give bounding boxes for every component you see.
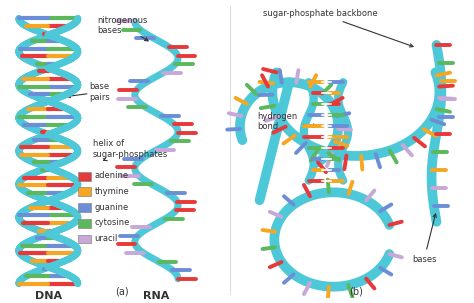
Text: adenine: adenine bbox=[94, 171, 128, 180]
Text: thymine: thymine bbox=[94, 187, 129, 196]
Text: cytosine: cytosine bbox=[94, 218, 130, 227]
Text: uracil: uracil bbox=[94, 234, 118, 243]
Text: helix of
sugar-phosphates: helix of sugar-phosphates bbox=[92, 139, 168, 161]
FancyBboxPatch shape bbox=[78, 235, 91, 243]
FancyBboxPatch shape bbox=[78, 172, 91, 181]
Text: guanine: guanine bbox=[94, 203, 129, 211]
Text: base
pairs: base pairs bbox=[67, 82, 110, 102]
Text: (b): (b) bbox=[349, 287, 363, 297]
Text: (a): (a) bbox=[115, 287, 129, 297]
Text: sugar-phosphate backbone: sugar-phosphate backbone bbox=[263, 9, 413, 47]
FancyBboxPatch shape bbox=[78, 188, 91, 196]
FancyBboxPatch shape bbox=[78, 203, 91, 212]
Text: nitrogenous
bases: nitrogenous bases bbox=[98, 15, 148, 41]
Text: hydrogen
bond: hydrogen bond bbox=[258, 112, 317, 131]
Text: DNA: DNA bbox=[35, 291, 62, 301]
FancyBboxPatch shape bbox=[78, 219, 91, 228]
Text: RNA: RNA bbox=[143, 291, 170, 301]
Text: bases: bases bbox=[412, 214, 437, 264]
